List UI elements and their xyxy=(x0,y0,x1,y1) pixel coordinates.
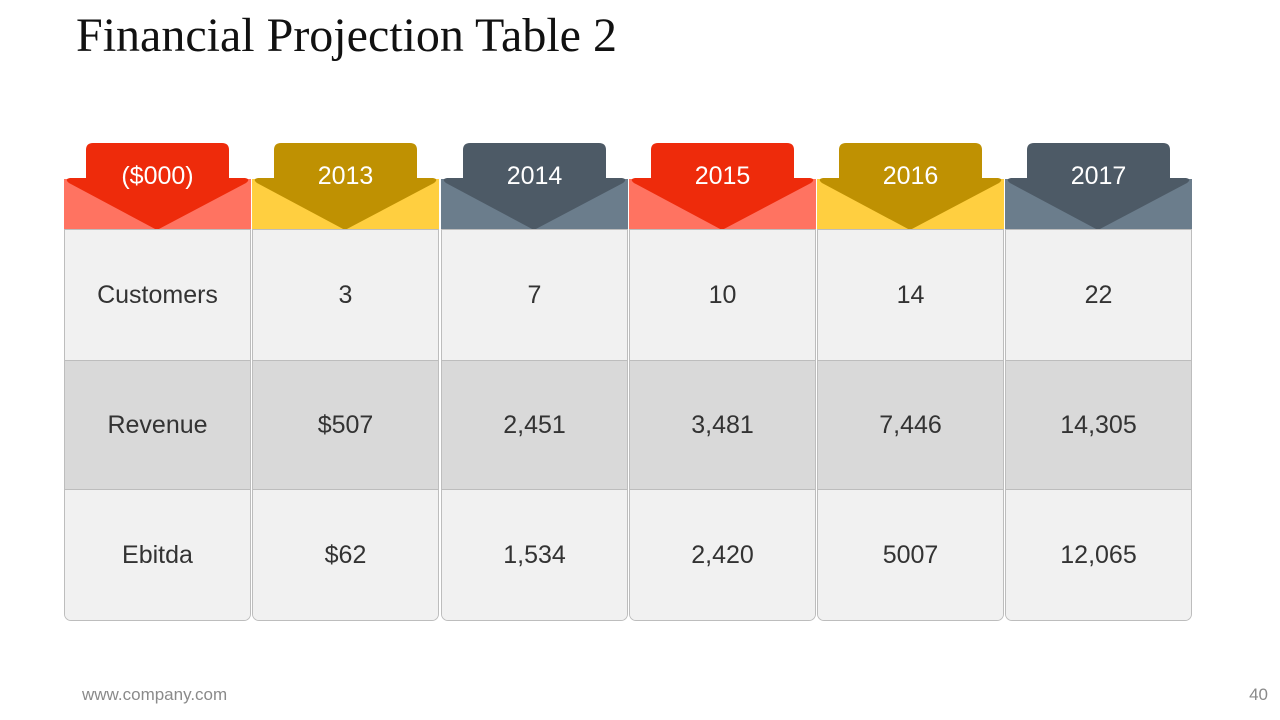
row-customers-cell: 7 xyxy=(442,230,627,360)
column-header: 2014 xyxy=(441,143,628,231)
column-header: 2017 xyxy=(1005,143,1192,231)
row-customers-cell: 10 xyxy=(630,230,815,360)
column-body: 14 7,446 5007 xyxy=(817,229,1004,621)
row-customers-cell: 14 xyxy=(818,230,1003,360)
column-header-label: 2013 xyxy=(317,162,374,190)
column-header: 2016 xyxy=(817,143,1004,231)
column-body: 7 2,451 1,534 xyxy=(441,229,628,621)
column-header-label: 2014 xyxy=(506,162,563,190)
row-revenue-cell: 7,446 xyxy=(818,360,1003,490)
row-revenue-cell: 3,481 xyxy=(630,360,815,490)
row-ebitda-cell: 2,420 xyxy=(630,490,815,620)
column-body: Customers Revenue Ebitda xyxy=(64,229,251,621)
page-title: Financial Projection Table 2 xyxy=(76,9,617,62)
row-revenue-cell: $507 xyxy=(253,360,438,490)
row-revenue-cell: 14,305 xyxy=(1006,360,1191,490)
row-revenue-cell: Revenue xyxy=(65,360,250,490)
row-ebitda-cell: Ebitda xyxy=(65,490,250,620)
row-revenue-cell: 2,451 xyxy=(442,360,627,490)
column-body: 10 3,481 2,420 xyxy=(629,229,816,621)
footer-url: www.company.com xyxy=(82,685,228,704)
table-column: 2017 22 14,305 12,065 xyxy=(1005,143,1192,621)
table-column: 2015 10 3,481 2,420 xyxy=(629,143,816,621)
column-body: 22 14,305 12,065 xyxy=(1005,229,1192,621)
table-column: 2013 3 $507 $62 xyxy=(252,143,439,621)
row-ebitda-cell: $62 xyxy=(253,490,438,620)
header-arrow xyxy=(1007,143,1190,230)
row-ebitda-cell: 1,534 xyxy=(442,490,627,620)
row-ebitda-cell: 12,065 xyxy=(1006,490,1191,620)
column-header-label: 2016 xyxy=(882,162,939,190)
row-customers-cell: 3 xyxy=(253,230,438,360)
page-number: 40 xyxy=(1249,685,1268,704)
column-header-label: 2015 xyxy=(694,162,751,190)
table-column: ($000) Customers Revenue Ebitda xyxy=(64,143,251,621)
row-ebitda-cell: 5007 xyxy=(818,490,1003,620)
column-header: 2015 xyxy=(629,143,816,231)
row-customers-cell: Customers xyxy=(65,230,250,360)
column-header-label: 2017 xyxy=(1070,162,1127,190)
table-column: 2016 14 7,446 5007 xyxy=(817,143,1004,621)
column-header: 2013 xyxy=(252,143,439,231)
column-header: ($000) xyxy=(64,143,251,231)
row-customers-cell: 22 xyxy=(1006,230,1191,360)
projection-table: ($000) Customers Revenue Ebitda 2013 3 $… xyxy=(64,143,1193,621)
header-arrow xyxy=(819,143,1002,230)
header-arrow xyxy=(631,143,814,230)
table-column: 2014 7 2,451 1,534 xyxy=(441,143,628,621)
header-arrow xyxy=(443,143,626,230)
column-body: 3 $507 $62 xyxy=(252,229,439,621)
header-arrow xyxy=(66,143,249,230)
header-arrow xyxy=(254,143,437,230)
column-header-label: ($000) xyxy=(121,162,194,190)
